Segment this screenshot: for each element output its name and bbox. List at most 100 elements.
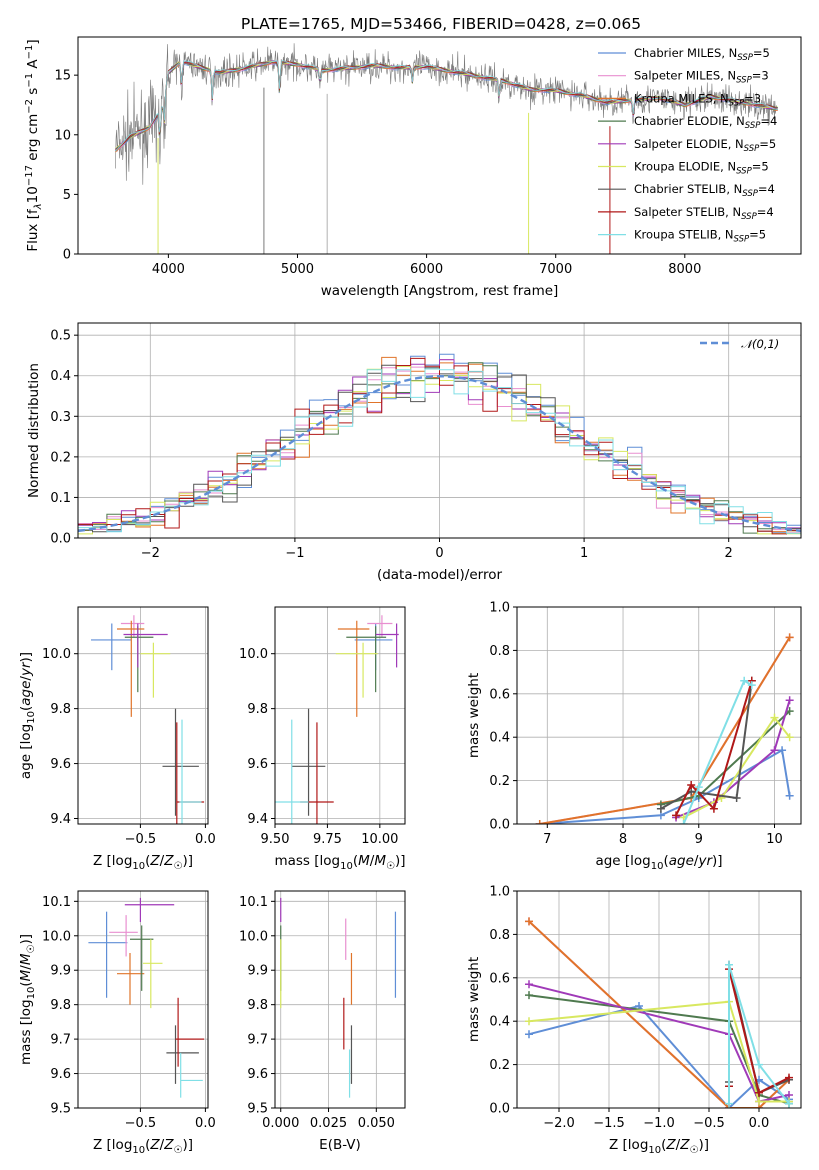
x-tick-label: 9.75 [313,832,342,847]
label-part: Z [log [93,1137,132,1153]
legend-label-sub: SSP [736,167,752,177]
legend-label: Kroupa STELIB, NSSP=5 [634,228,766,245]
y-tick-label: 9.5 [50,1102,71,1117]
legend-label-n: =4 [758,182,775,196]
y-tick-label: 0.0 [489,818,510,833]
y-tick-label: 9.6 [50,757,71,772]
legend-label: Kroupa MILES, NSSP=3 [634,91,761,108]
label-part: 10 [132,861,145,872]
label-part: Z [679,1137,690,1153]
x-axis-label: E(B-V) [319,1137,361,1153]
weight-series-line [675,700,791,819]
y-tick-label: 0.8 [489,928,510,943]
y-tick-label: 5 [63,188,71,203]
weight-point-marker [525,917,533,926]
x-tick-label: 0.025 [310,1116,347,1131]
weight-point-marker [672,811,681,820]
weight-point-marker [755,1060,763,1069]
y-tick-label: 0.2 [50,450,71,465]
legend-label-sub: SSP [737,53,753,63]
y-tick-label: 0.0 [50,532,71,547]
x-axis-label: wavelength [Angstrom, rest frame] [321,283,559,299]
y-tick-label: 9.8 [50,998,71,1013]
legend-label: Salpeter ELODIE, NSSP=5 [634,137,776,154]
weight-point-marker [525,1017,533,1026]
y-tick-label: 9.6 [247,757,268,772]
x-axis-label: Z [log10(Z/Z☉)] [93,853,193,872]
label-part: age [669,853,694,869]
mass-vs-ebv-panel: 0.000 0.025 0.050 9.5 9.6 9.7 9.8 9.9 10.0 10.1 E(… [239,890,406,1153]
weight-point-marker [709,804,718,813]
label-part: ] [25,39,41,44]
legend-label-text: Kroupa STELIB, N [634,228,734,242]
mass-vs-Z-panel: −0.5 0.09.59.69.79.89.910.010.1Z [log10(Z… [18,890,216,1156]
label-part: A [25,59,41,73]
x-tick-label: 10.00 [361,832,398,847]
x-axis-label: Z [log10(Z/Z☉)] [609,1137,709,1156]
weight-point-marker [778,746,787,755]
weight-series-line [528,994,790,1105]
legend-label-n: =4 [760,114,777,128]
legend-label-n: =3 [744,91,761,105]
weight-point-marker [525,1030,533,1039]
y-tick-label: 0.4 [489,1015,510,1030]
label-part: age [log [595,853,650,869]
plot-area [275,615,399,824]
weight-point-marker [725,960,733,969]
legend-label-sub: SSP [742,189,758,199]
label-part: M [374,853,386,869]
y-axis-label: mass [log10(M/M☉)] [18,934,37,1065]
x-tick-label: 9 [695,832,703,847]
y-tick-label: 9.9 [247,964,268,979]
y-axis-label: Flux [fλ10−17 erg cm−2 s−1 A−1] [24,39,44,251]
x-tick-label: 10 [766,832,783,847]
y-tick-label: 9.9 [50,964,71,979]
y-tick-label: 0.0 [489,1102,510,1117]
weight-point-marker [656,804,665,813]
y-tick-label: 0 [63,248,71,263]
legend-label-sub: SSP [729,98,745,108]
label-part: M [358,853,370,869]
label-part: mass [log [274,853,340,869]
weight-point-marker [694,783,703,792]
y-tick-label: 0.3 [50,410,71,425]
x-tick-label: 0 [435,546,443,561]
y-tick-label: 10.0 [42,647,71,662]
label-part: Z [149,1137,160,1153]
age-vs-Z-panel: −0.5 0.09.49.69.810.0Z [log10(Z/Z☉)]age [… [18,606,216,872]
label-part: −2 [24,99,35,114]
weight-point-marker [785,1073,793,1082]
legend-label-text: Chabrier MILES, N [634,46,737,60]
label-part: M [18,953,34,965]
x-tick-label: 9.50 [261,832,290,847]
weight-series-line [539,636,791,824]
weight-point-marker [679,820,688,824]
residual-histogram-step [78,368,801,538]
label-part: mass [log [18,999,34,1065]
legend-label-n: =5 [752,160,769,174]
legend-label-text: Chabrier ELODIE, N [634,114,745,128]
label-part: ☉ [26,944,37,953]
label-part: 10 [26,987,37,1000]
label-part: / [694,853,699,869]
legend-label-text: Chabrier STELIB, N [634,182,742,196]
label-part: )] [18,934,34,945]
label-part: Z [163,1137,174,1153]
label-part: / [160,853,165,869]
y-tick-label: 0.1 [50,491,71,506]
y-tick-label: 0.8 [489,644,510,659]
label-part: ( [353,853,358,869]
y-tick-label: 0.6 [489,687,510,702]
label-part: ☉ [173,1145,182,1156]
x-tick-label: 0.0 [195,1116,216,1131]
weight-series-line [660,680,753,810]
y-tick-label: 0.4 [50,369,71,384]
plot-area [280,897,397,1098]
y-tick-label: 9.7 [247,1033,268,1048]
label-part: yr [18,661,34,677]
x-tick-label: −0.5 [125,1116,157,1131]
x-tick-label: −2 [141,546,160,561]
weight-point-marker [525,980,533,989]
label-part: 10 [26,711,37,724]
y-axis-label: mass weight [466,673,482,758]
